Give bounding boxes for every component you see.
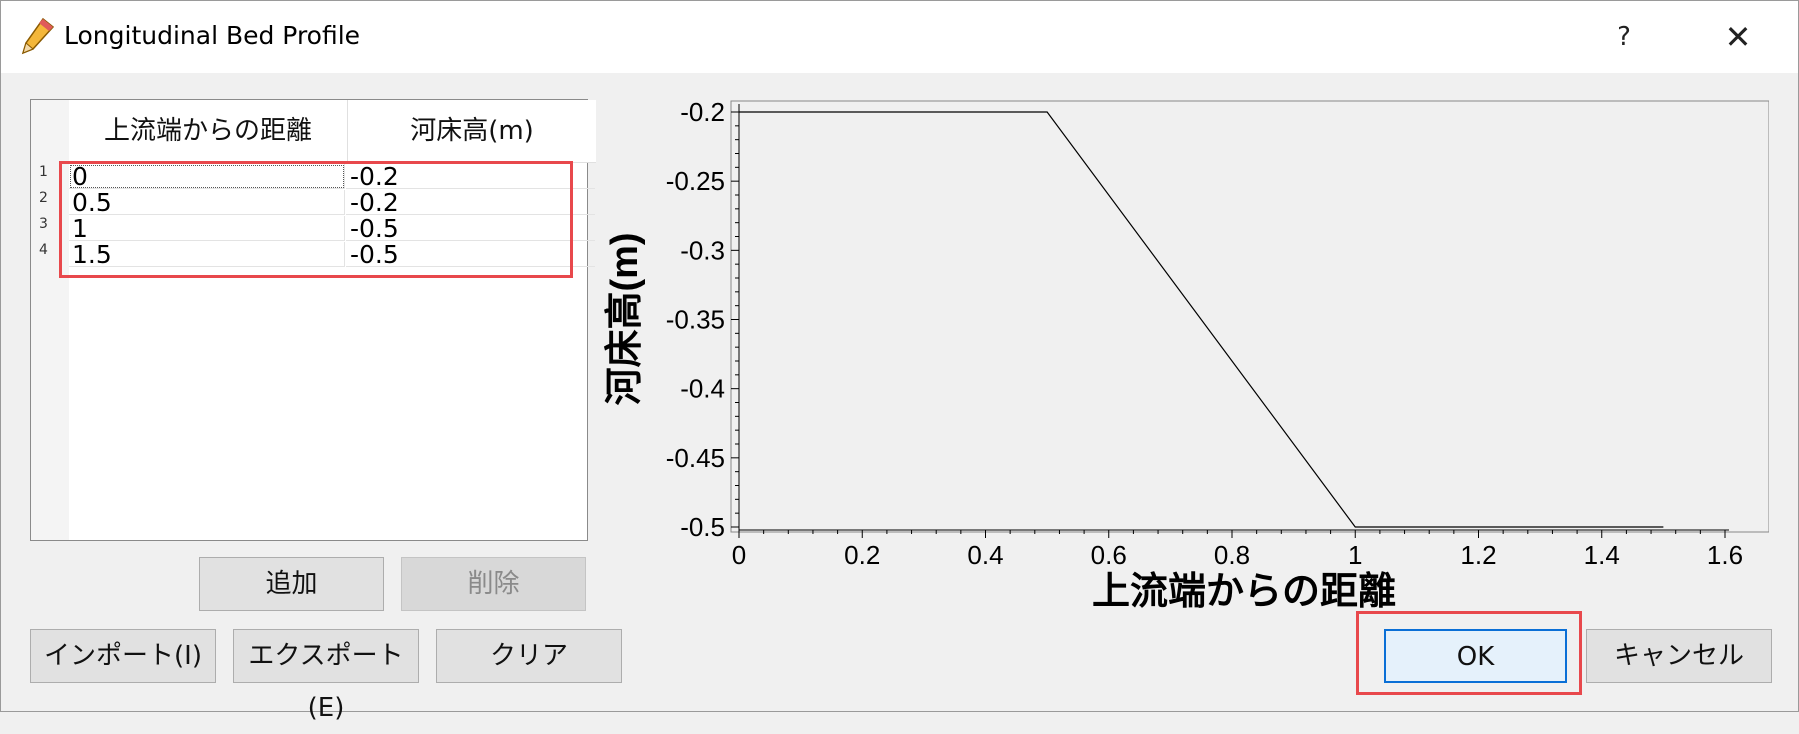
table-row[interactable]: 3 1 -0.5 bbox=[31, 216, 595, 242]
import-button[interactable]: インポート(I) bbox=[30, 629, 216, 683]
pencil-icon bbox=[21, 17, 55, 55]
series-group bbox=[739, 111, 1664, 528]
help-button[interactable]: ? bbox=[1617, 22, 1631, 52]
row-number: 2 bbox=[39, 190, 48, 206]
x-tick-label: 1 bbox=[1348, 540, 1362, 570]
distance-cell[interactable]: 1 bbox=[69, 216, 345, 242]
add-button[interactable]: 追加 bbox=[199, 557, 384, 611]
elevation-cell[interactable]: -0.2 bbox=[346, 190, 595, 216]
x-tick-label: 1.6 bbox=[1707, 540, 1743, 570]
x-tick-label: 0.6 bbox=[1091, 540, 1127, 570]
x-tick-label: 0.4 bbox=[967, 540, 1003, 570]
bed-profile-chart: -0.2-0.25-0.3-0.35-0.4-0.45-0.5 0 0.2 0.4 0… bbox=[604, 97, 1769, 613]
row-header-column bbox=[31, 100, 69, 540]
x-tick-label: 1.2 bbox=[1460, 540, 1496, 570]
delete-button[interactable]: 削除 bbox=[401, 557, 586, 611]
y-axis: -0.2 -0.25 -0.3 -0.35 -0.4 -0.45 -0.5 bbox=[666, 97, 740, 542]
cancel-button[interactable]: キャンセル bbox=[1586, 629, 1772, 683]
y-tick-label: -0.35 bbox=[666, 305, 725, 335]
series-line bbox=[739, 111, 1664, 528]
clear-button[interactable]: クリア bbox=[436, 629, 622, 683]
distance-cell[interactable]: 0 bbox=[69, 164, 345, 190]
distance-cell[interactable]: 0.5 bbox=[69, 190, 345, 216]
column-header-elevation[interactable]: 河床高(m) bbox=[348, 100, 596, 163]
title-bar: Longitudinal Bed Profile ? ✕ bbox=[1, 1, 1798, 73]
y-tick-label: -0.2 bbox=[680, 97, 725, 127]
table-row[interactable]: 1 0 -0.2 bbox=[31, 164, 595, 190]
y-tick-label: -0.25 bbox=[666, 166, 725, 196]
y-tick-label: -0.45 bbox=[666, 443, 725, 473]
y-tick-label: -0.4 bbox=[680, 374, 725, 404]
x-axis: 0 0.2 0.4 0.6 0.8 1 1.2 1.4 1.6 bbox=[732, 529, 1743, 570]
column-header-distance[interactable]: 上流端からの距離 bbox=[69, 100, 348, 163]
ok-button[interactable]: OK bbox=[1384, 629, 1567, 683]
close-button[interactable]: ✕ bbox=[1724, 18, 1752, 56]
x-tick-label: 0 bbox=[732, 540, 746, 570]
elevation-cell[interactable]: -0.2 bbox=[346, 164, 595, 190]
x-axis-label: 上流端からの距離 bbox=[1092, 571, 1396, 613]
bed-profile-table[interactable]: 上流端からの距離 河床高(m) 1 0 -0.2 2 0.5 -0.2 3 1 … bbox=[30, 99, 596, 541]
x-tick-label: 1.4 bbox=[1584, 540, 1620, 570]
elevation-cell[interactable]: -0.5 bbox=[346, 242, 595, 268]
x-tick-label: 0.8 bbox=[1214, 540, 1250, 570]
plot-area bbox=[730, 100, 1769, 533]
distance-cell[interactable]: 1.5 bbox=[69, 242, 345, 268]
row-number: 1 bbox=[39, 164, 48, 180]
y-tick-label: -0.3 bbox=[680, 235, 725, 265]
row-number: 3 bbox=[39, 216, 48, 232]
table-row[interactable]: 2 0.5 -0.2 bbox=[31, 190, 595, 216]
y-tick-label: -0.5 bbox=[680, 512, 725, 542]
table-row[interactable]: 4 1.5 -0.5 bbox=[31, 242, 595, 268]
x-tick-label: 0.2 bbox=[844, 540, 880, 570]
export-button[interactable]: エクスポート(E) bbox=[233, 629, 419, 723]
y-axis-label: 河床高(m) bbox=[604, 232, 646, 405]
row-number: 4 bbox=[39, 242, 48, 258]
window-title: Longitudinal Bed Profile bbox=[64, 21, 361, 50]
elevation-cell[interactable]: -0.5 bbox=[346, 216, 595, 242]
